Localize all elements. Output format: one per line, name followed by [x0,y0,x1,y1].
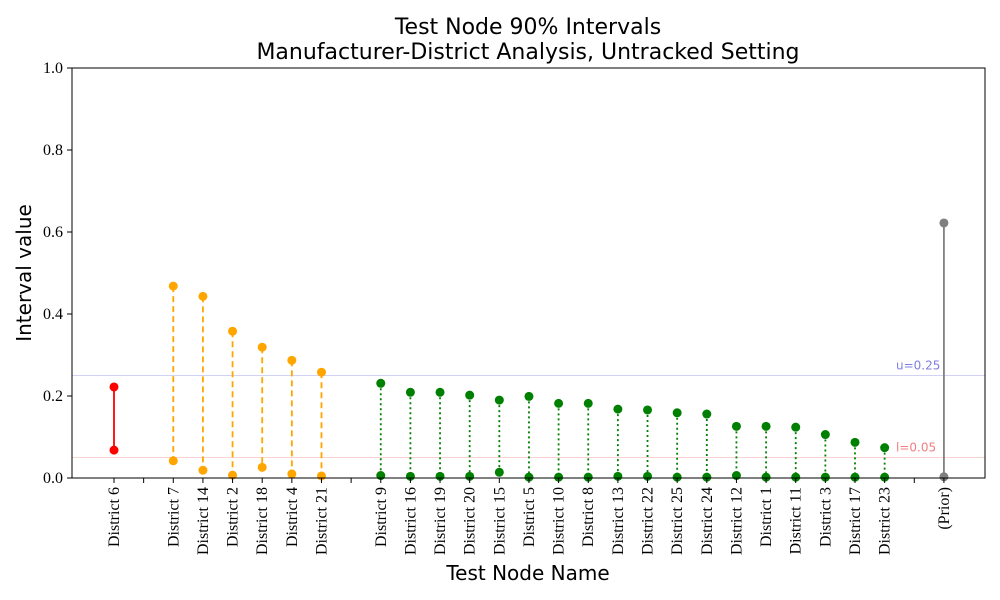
chart-subtitle: Manufacturer-District Analysis, Untracke… [256,40,799,65]
interval-upper-point [702,409,712,419]
x-tick-label: District 18 [254,487,271,555]
x-tick-label: District 25 [669,487,686,555]
interval-lower-point [405,471,415,481]
interval-upper-point [524,391,534,401]
interval-upper-point [465,390,475,400]
x-tick-label: District 7 [165,487,182,547]
x-tick-label: District 22 [640,487,657,555]
interval-upper-point [198,291,208,301]
x-tick-label: District 5 [521,487,538,547]
interval-lower-point [435,471,445,481]
interval-upper-point [791,422,801,432]
y-tick-label: 0.2 [43,388,63,405]
interval-lower-point [761,472,771,482]
interval-lower-point [554,472,564,482]
interval-upper-point [672,408,682,418]
x-tick-label: District 15 [491,487,508,555]
x-tick-label: (Prior) [936,487,953,530]
y-tick-label: 0.0 [43,470,63,487]
interval-lower-point [465,471,475,481]
interval-lower-point [198,465,208,475]
interval-upper-point [731,421,741,431]
interval-lower-point [257,462,267,472]
x-tick-label: District 12 [728,487,745,555]
plot-area: u=0.25 l=0.05 0.0 0.2 0.4 0.6 0.8 1.0 District 6… [43,60,986,555]
x-tick-label: District 9 [373,487,390,547]
y-tick-label: 1.0 [43,60,63,77]
x-tick-label: District 14 [195,487,212,555]
interval-upper-point [168,281,178,291]
y-tick-label: 0.8 [43,142,63,159]
interval-lower-point [168,456,178,466]
chart-title: Test Node 90% Intervals [394,15,661,40]
interval-upper-point [494,395,504,405]
interval-upper-point [405,387,415,397]
x-tick-label: District 8 [580,487,597,547]
interval-upper-point [435,387,445,397]
x-tick-label: District 11 [788,487,805,554]
x-tick-label: District 6 [106,487,123,547]
interval-lower-point [613,471,623,481]
interval-upper-point [316,367,326,377]
interval-upper-point [583,398,593,408]
interval-lower-point [820,472,830,482]
x-tick-label: District 17 [847,487,864,555]
interval-lower-point [524,472,534,482]
x-tick-label: District 20 [462,487,479,555]
x-tick-label: District 23 [877,487,894,555]
x-tick-label: District 1 [758,487,775,547]
interval-upper-point [257,342,267,352]
interval-upper-point [761,421,771,431]
y-tick-label: 0.6 [43,224,63,241]
lower-threshold-label: l=0.05 [896,441,936,455]
interval-upper-point [287,355,297,365]
x-tick-label: District 10 [551,487,568,555]
x-tick-label: District 24 [699,487,716,555]
interval-lower-point [850,472,860,482]
plot-frame [71,67,986,479]
interval-lower-point [880,472,890,482]
interval-lower-point [228,470,238,480]
interval-lower-point [702,472,712,482]
x-tick-label: District 2 [225,487,242,547]
x-tick-label: District 16 [402,487,419,555]
interval-lower-point [643,471,653,481]
interval-upper-point [554,398,564,408]
y-tick-label: 0.4 [43,306,63,323]
interval-lower-point [583,472,593,482]
x-axis-title: Test Node Name [445,561,609,585]
x-tick-label: District 4 [284,487,301,547]
interval-upper-point [820,430,830,440]
interval-lower-point [109,445,119,455]
interval-upper-point [643,405,653,415]
x-tick-label: District 21 [313,487,330,555]
interval-lower-point [494,467,504,477]
interval-upper-point [228,326,238,336]
interval-upper-point [613,404,623,414]
y-axis-title: Interval value [12,204,36,342]
x-tick-label: District 13 [610,487,627,555]
x-tick-label: District 19 [432,487,449,555]
interval-lower-point [287,469,297,479]
interval-upper-point [939,218,949,228]
interval-upper-point [850,437,860,447]
interval-upper-point [880,443,890,453]
interval-lower-point [672,472,682,482]
interval-lower-point [939,472,949,482]
interval-lower-point [791,472,801,482]
upper-threshold-label: u=0.25 [896,359,940,373]
interval-upper-point [376,378,386,388]
x-tick-label: District 3 [817,487,834,547]
interval-upper-point [109,382,119,392]
